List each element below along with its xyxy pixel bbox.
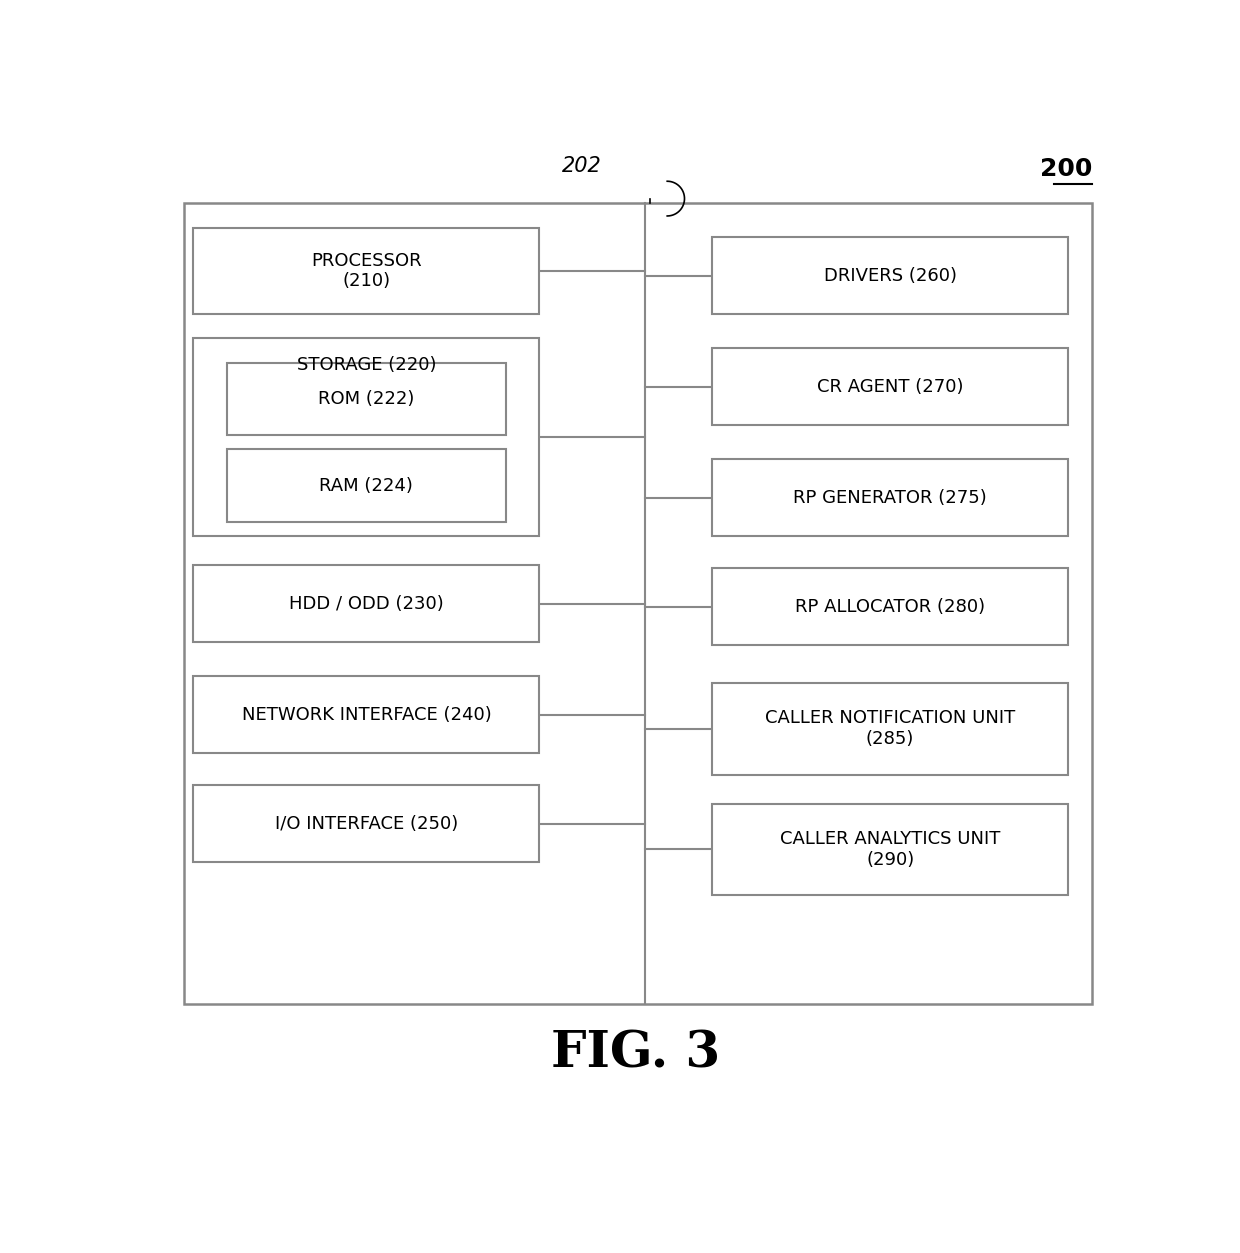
Bar (227, 450, 506, 521)
Text: RAM (224): RAM (224) (320, 476, 413, 495)
Bar (193, 338, 539, 536)
Text: 200: 200 (1039, 157, 1092, 182)
Bar (712, 803, 1068, 895)
Bar (193, 677, 539, 753)
Text: CALLER NOTIFICATION UNIT
(285): CALLER NOTIFICATION UNIT (285) (765, 709, 1016, 748)
Bar (712, 459, 1068, 536)
Bar (712, 348, 1068, 425)
Text: PROCESSOR
(210): PROCESSOR (210) (311, 252, 422, 291)
Text: CR AGENT (270): CR AGENT (270) (817, 377, 963, 396)
Text: RP GENERATOR (275): RP GENERATOR (275) (794, 489, 987, 506)
Text: DRIVERS (260): DRIVERS (260) (823, 267, 957, 284)
Bar (193, 786, 539, 862)
Text: FIG. 3: FIG. 3 (551, 1030, 720, 1079)
Bar (227, 362, 506, 435)
Text: ROM (222): ROM (222) (319, 390, 414, 407)
Text: 202: 202 (562, 157, 601, 177)
Bar (712, 683, 1068, 774)
Text: STORAGE (220): STORAGE (220) (296, 356, 436, 373)
Text: CALLER ANALYTICS UNIT
(290): CALLER ANALYTICS UNIT (290) (780, 829, 1001, 868)
Text: RP ALLOCATOR (280): RP ALLOCATOR (280) (795, 598, 986, 615)
Bar (184, 203, 1092, 1004)
Bar (193, 228, 539, 315)
Text: HDD / ODD (230): HDD / ODD (230) (289, 595, 444, 613)
Text: NETWORK INTERFACE (240): NETWORK INTERFACE (240) (242, 705, 491, 724)
Bar (712, 237, 1068, 315)
Text: I/O INTERFACE (250): I/O INTERFACE (250) (275, 814, 458, 833)
Bar (712, 568, 1068, 645)
Bar (193, 565, 539, 643)
